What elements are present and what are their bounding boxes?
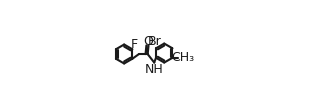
Text: NH: NH <box>144 63 163 75</box>
Text: F: F <box>131 38 138 51</box>
Text: Br: Br <box>148 35 162 48</box>
Text: O: O <box>144 35 154 48</box>
Text: CH₃: CH₃ <box>171 51 194 64</box>
